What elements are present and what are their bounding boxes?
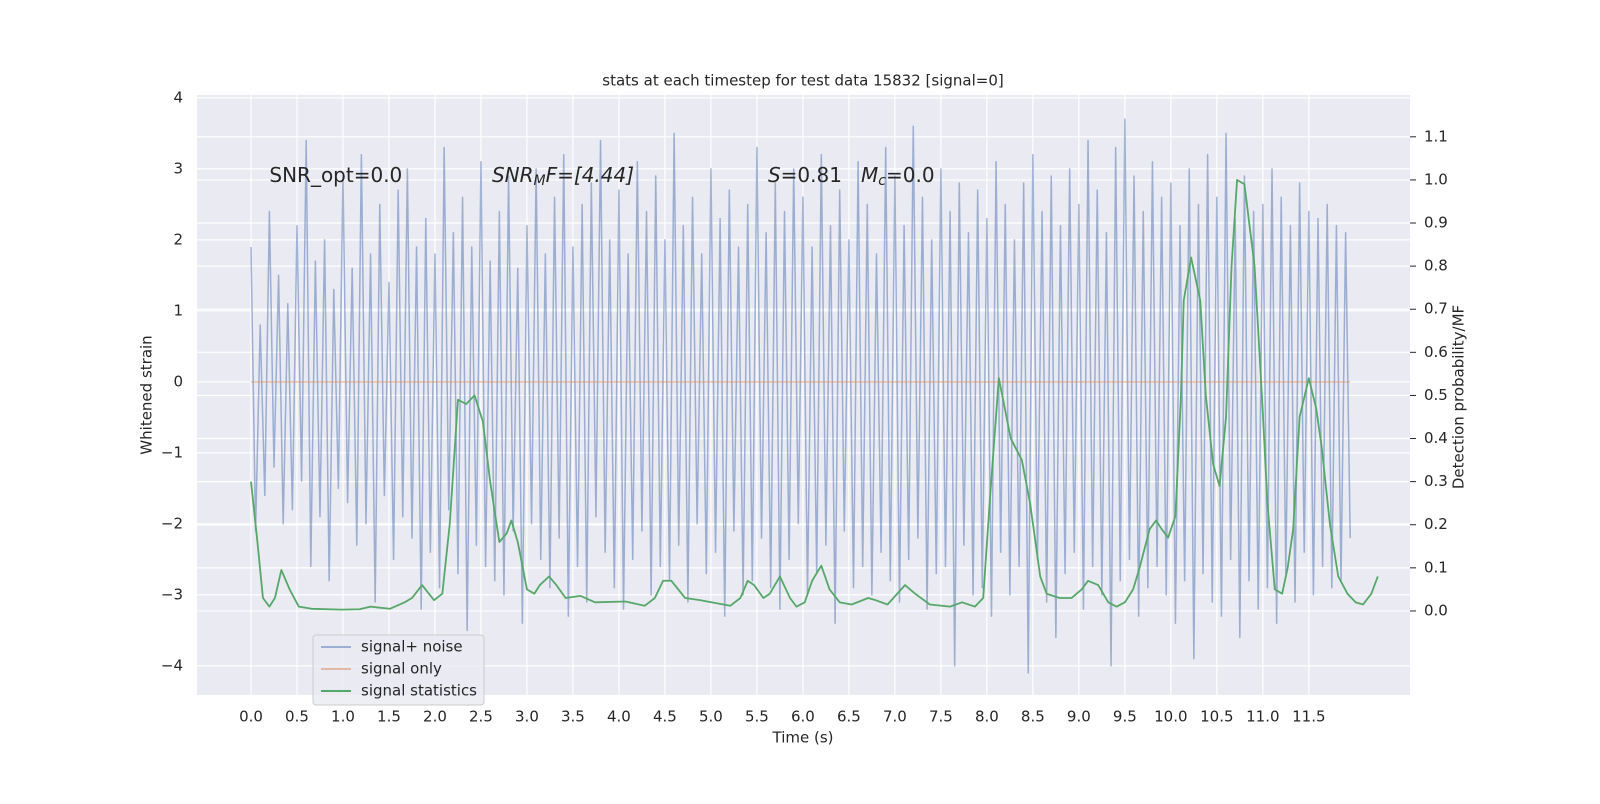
y2-tick-label: 0.1 xyxy=(1424,558,1448,576)
y-tick-label: 4 xyxy=(173,88,183,106)
legend-label: signal only xyxy=(361,660,442,678)
x-tick-label: 8.5 xyxy=(1021,708,1045,726)
y-axis-label: Whitened strain xyxy=(138,335,156,454)
y-tick-label: −3 xyxy=(161,585,183,603)
y2-tick-label: 0.7 xyxy=(1424,300,1448,318)
annotation: SNR_opt=0.0 xyxy=(269,162,402,186)
series-line xyxy=(250,179,1379,611)
annotation: S=0.81 Mc=0.0 xyxy=(768,162,935,189)
annotation: SNRMF=[4.44] xyxy=(492,162,634,189)
y-tick-label: −1 xyxy=(161,443,183,461)
x-tick-label: 7.5 xyxy=(929,708,953,726)
y-tick-label: 0 xyxy=(173,372,183,390)
chart-title: stats at each timestep for test data 158… xyxy=(602,72,1003,90)
x-tick-label: 11.5 xyxy=(1292,708,1325,726)
y-tick-label: −4 xyxy=(161,656,183,674)
y2-tick-label: 1.0 xyxy=(1424,170,1448,188)
x-tick-label: 1.5 xyxy=(377,708,401,726)
legend-label: signal+ noise xyxy=(361,638,463,656)
y2-tick-label: 0.3 xyxy=(1424,472,1448,490)
y2-tick-label: 0.9 xyxy=(1424,214,1448,232)
legend-label: signal statistics xyxy=(361,682,477,700)
x-axis-label: Time (s) xyxy=(772,729,834,747)
x-tick-label: 4.0 xyxy=(607,708,631,726)
y2-tick-label: 0.6 xyxy=(1424,343,1448,361)
legend-box xyxy=(312,634,485,706)
x-tick-label: 9.0 xyxy=(1067,708,1091,726)
x-tick-label: 0.0 xyxy=(239,708,263,726)
y-tick-label: −2 xyxy=(161,514,183,532)
x-tick-label: 5.0 xyxy=(699,708,723,726)
y2-tick-label: 0.4 xyxy=(1424,429,1448,447)
x-tick-label: 6.5 xyxy=(837,708,861,726)
series-line xyxy=(250,118,1351,674)
y2-axis-label: Detection probability/MF xyxy=(1450,305,1468,489)
annotation-part: SNR xyxy=(492,162,534,186)
x-tick-label: 5.5 xyxy=(745,708,769,726)
x-tick-label: 11.0 xyxy=(1246,708,1279,726)
x-tick-label: 10.0 xyxy=(1154,708,1187,726)
x-tick-label: 0.5 xyxy=(285,708,309,726)
x-tick-label: 2.5 xyxy=(469,708,493,726)
y-tick-label: 2 xyxy=(173,230,183,248)
x-tick-label: 3.5 xyxy=(561,708,585,726)
y2-tick-label: 0.5 xyxy=(1424,386,1448,404)
marks xyxy=(250,118,1379,674)
y2-tick-label: 0.0 xyxy=(1424,601,1448,619)
annotation-part: =0.0 xyxy=(886,162,935,186)
x-tick-label: 9.5 xyxy=(1113,708,1137,726)
y2-tick-label: 0.8 xyxy=(1424,257,1448,275)
annotation-part: c xyxy=(878,173,886,189)
x-tick-label: 6.0 xyxy=(791,708,815,726)
x-tick-label: 2.0 xyxy=(423,708,447,726)
annotation-part: M xyxy=(534,173,546,189)
labels: 0.0 0.5 1.0 1.5 2.0 2.5 3.0 3.5 4.0 4.5 5.0 5.5 6.0 6… xyxy=(161,88,1448,725)
x-tick-label: 1.0 xyxy=(331,708,355,726)
y2-tick-label: 1.1 xyxy=(1424,127,1448,145)
x-tick-label: 10.5 xyxy=(1200,708,1233,726)
annotation-part: S xyxy=(768,162,781,186)
annotation-part: SNR_opt=0.0 xyxy=(269,162,402,186)
y-tick-label: 1 xyxy=(173,301,183,319)
y-tick-label: 3 xyxy=(173,159,183,177)
annotation-part: M xyxy=(861,162,878,186)
annotation-part: F=[4.44] xyxy=(546,162,634,186)
x-tick-label: 3.0 xyxy=(515,708,539,726)
annotation-part: =0.81 xyxy=(781,162,861,186)
x-tick-label: 4.5 xyxy=(653,708,677,726)
x-tick-label: 7.0 xyxy=(883,708,907,726)
y2-tick-label: 0.2 xyxy=(1424,515,1448,533)
x-tick-label: 8.0 xyxy=(975,708,999,726)
